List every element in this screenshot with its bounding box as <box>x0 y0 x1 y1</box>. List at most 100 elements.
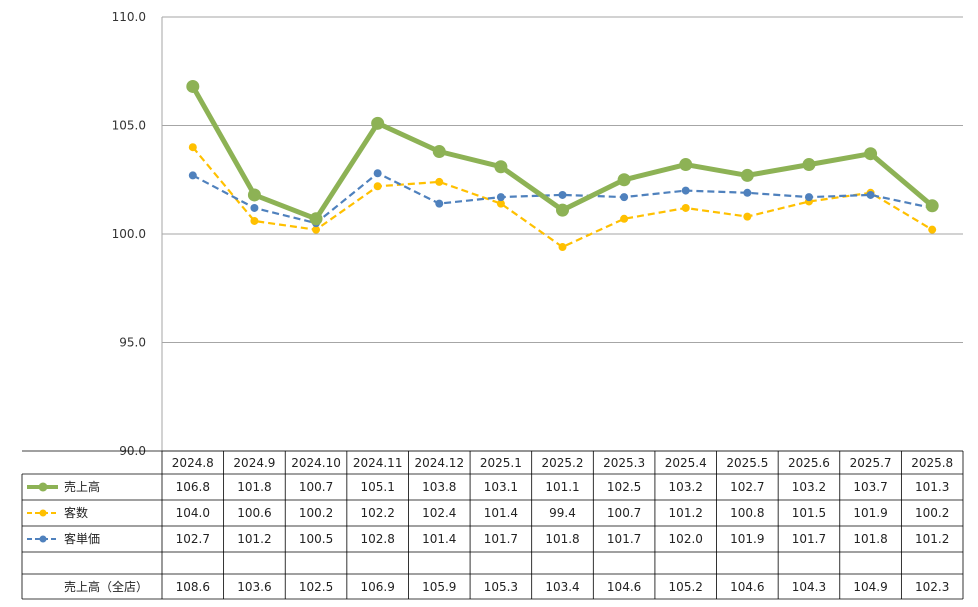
data-label: 103.4 <box>545 580 579 594</box>
data-point <box>371 116 385 130</box>
legend-marker <box>39 509 47 517</box>
data-label: 105.3 <box>484 580 518 594</box>
data-point <box>866 190 875 199</box>
data-table: 2024.8 2024.9 2024.10 2024.11 2024.12 2025.1 2… <box>21 450 964 600</box>
x-tick-label: 2024.10 <box>291 456 341 470</box>
data-point <box>186 79 200 93</box>
y-tick-label: 95.0 <box>119 336 146 350</box>
data-point <box>435 199 444 208</box>
data-label: 102.5 <box>607 480 641 494</box>
data-point <box>309 212 323 226</box>
data-label: 100.7 <box>299 480 333 494</box>
data-label: 101.8 <box>237 480 271 494</box>
legend-label: 客単価 <box>64 531 100 546</box>
legend-label: 売上高 <box>64 479 100 494</box>
data-point <box>864 147 878 161</box>
legend-key <box>27 535 58 543</box>
data-point <box>743 188 752 197</box>
data-label: 101.8 <box>853 532 887 546</box>
data-label: 108.6 <box>176 580 210 594</box>
data-point <box>188 171 197 180</box>
data-label: 103.1 <box>484 480 518 494</box>
data-label: 101.3 <box>915 480 949 494</box>
data-label: 102.5 <box>299 580 333 594</box>
x-tick-label: 2024.8 <box>172 456 214 470</box>
legend-key <box>27 482 58 492</box>
data-label: 100.6 <box>237 506 271 520</box>
data-label: 104.0 <box>176 506 210 520</box>
y-tick-label: 110.0 <box>112 10 146 24</box>
y-tick-label: 105.0 <box>112 119 146 133</box>
x-tick-label: 2025.6 <box>788 456 830 470</box>
data-point <box>802 158 816 172</box>
data-point <box>432 145 446 159</box>
data-label: 104.6 <box>607 580 641 594</box>
legend-label: 客数 <box>64 505 88 520</box>
data-point <box>620 214 629 223</box>
series-3 <box>188 169 937 228</box>
x-tick-label: 2024.12 <box>414 456 464 470</box>
legend-key <box>27 509 58 517</box>
x-tick-label: 2025.3 <box>603 456 645 470</box>
data-label: 103.6 <box>237 580 271 594</box>
data-point <box>928 225 937 234</box>
data-label: 106.9 <box>360 580 394 594</box>
data-label: 104.9 <box>853 580 887 594</box>
data-label: 106.8 <box>176 480 210 494</box>
data-point <box>681 186 690 195</box>
data-point <box>925 199 939 213</box>
data-label: 102.2 <box>360 506 394 520</box>
data-point <box>373 169 382 178</box>
data-label: 100.8 <box>730 506 764 520</box>
data-label: 101.9 <box>853 506 887 520</box>
data-label: 101.2 <box>669 506 703 520</box>
data-label: 102.8 <box>360 532 394 546</box>
data-label: 103.2 <box>669 480 703 494</box>
data-label: 101.2 <box>915 532 949 546</box>
x-tick-label: 2025.8 <box>911 456 953 470</box>
data-label: 105.9 <box>422 580 456 594</box>
data-point <box>188 143 197 152</box>
data-point <box>679 158 693 172</box>
data-point <box>804 193 813 202</box>
x-tick-label: 2024.11 <box>353 456 403 470</box>
data-label: 100.2 <box>915 506 949 520</box>
data-label: 101.7 <box>484 532 518 546</box>
data-label: 101.7 <box>607 532 641 546</box>
data-point <box>556 203 569 217</box>
data-label: 103.7 <box>853 480 887 494</box>
data-point <box>496 193 505 202</box>
x-tick-label: 2025.4 <box>665 456 707 470</box>
x-tick-label: 2025.1 <box>480 456 522 470</box>
data-label: 101.7 <box>792 532 826 546</box>
data-label: 101.4 <box>422 532 456 546</box>
data-label: 102.3 <box>915 580 949 594</box>
data-label: 102.7 <box>730 480 764 494</box>
data-point <box>558 243 567 252</box>
series-1 <box>186 79 939 226</box>
data-label: 101.2 <box>237 532 271 546</box>
data-point <box>250 216 259 225</box>
series-lines <box>186 79 939 252</box>
legend-marker <box>39 535 47 543</box>
data-label: 103.2 <box>792 480 826 494</box>
data-label: 101.9 <box>730 532 764 546</box>
data-point <box>743 212 752 221</box>
data-label: 104.3 <box>792 580 826 594</box>
data-label: 101.8 <box>545 532 579 546</box>
data-point <box>312 225 321 234</box>
gridlines <box>161 16 963 452</box>
data-label: 104.6 <box>730 580 764 594</box>
data-point <box>620 193 629 202</box>
data-point <box>740 168 754 182</box>
data-label: 101.5 <box>792 506 826 520</box>
data-point <box>373 182 382 191</box>
data-label: 102.7 <box>176 532 210 546</box>
data-point <box>681 203 690 212</box>
data-point <box>435 177 444 186</box>
x-tick-label: 2025.7 <box>850 456 892 470</box>
data-label: 100.7 <box>607 506 641 520</box>
data-point <box>247 188 261 202</box>
